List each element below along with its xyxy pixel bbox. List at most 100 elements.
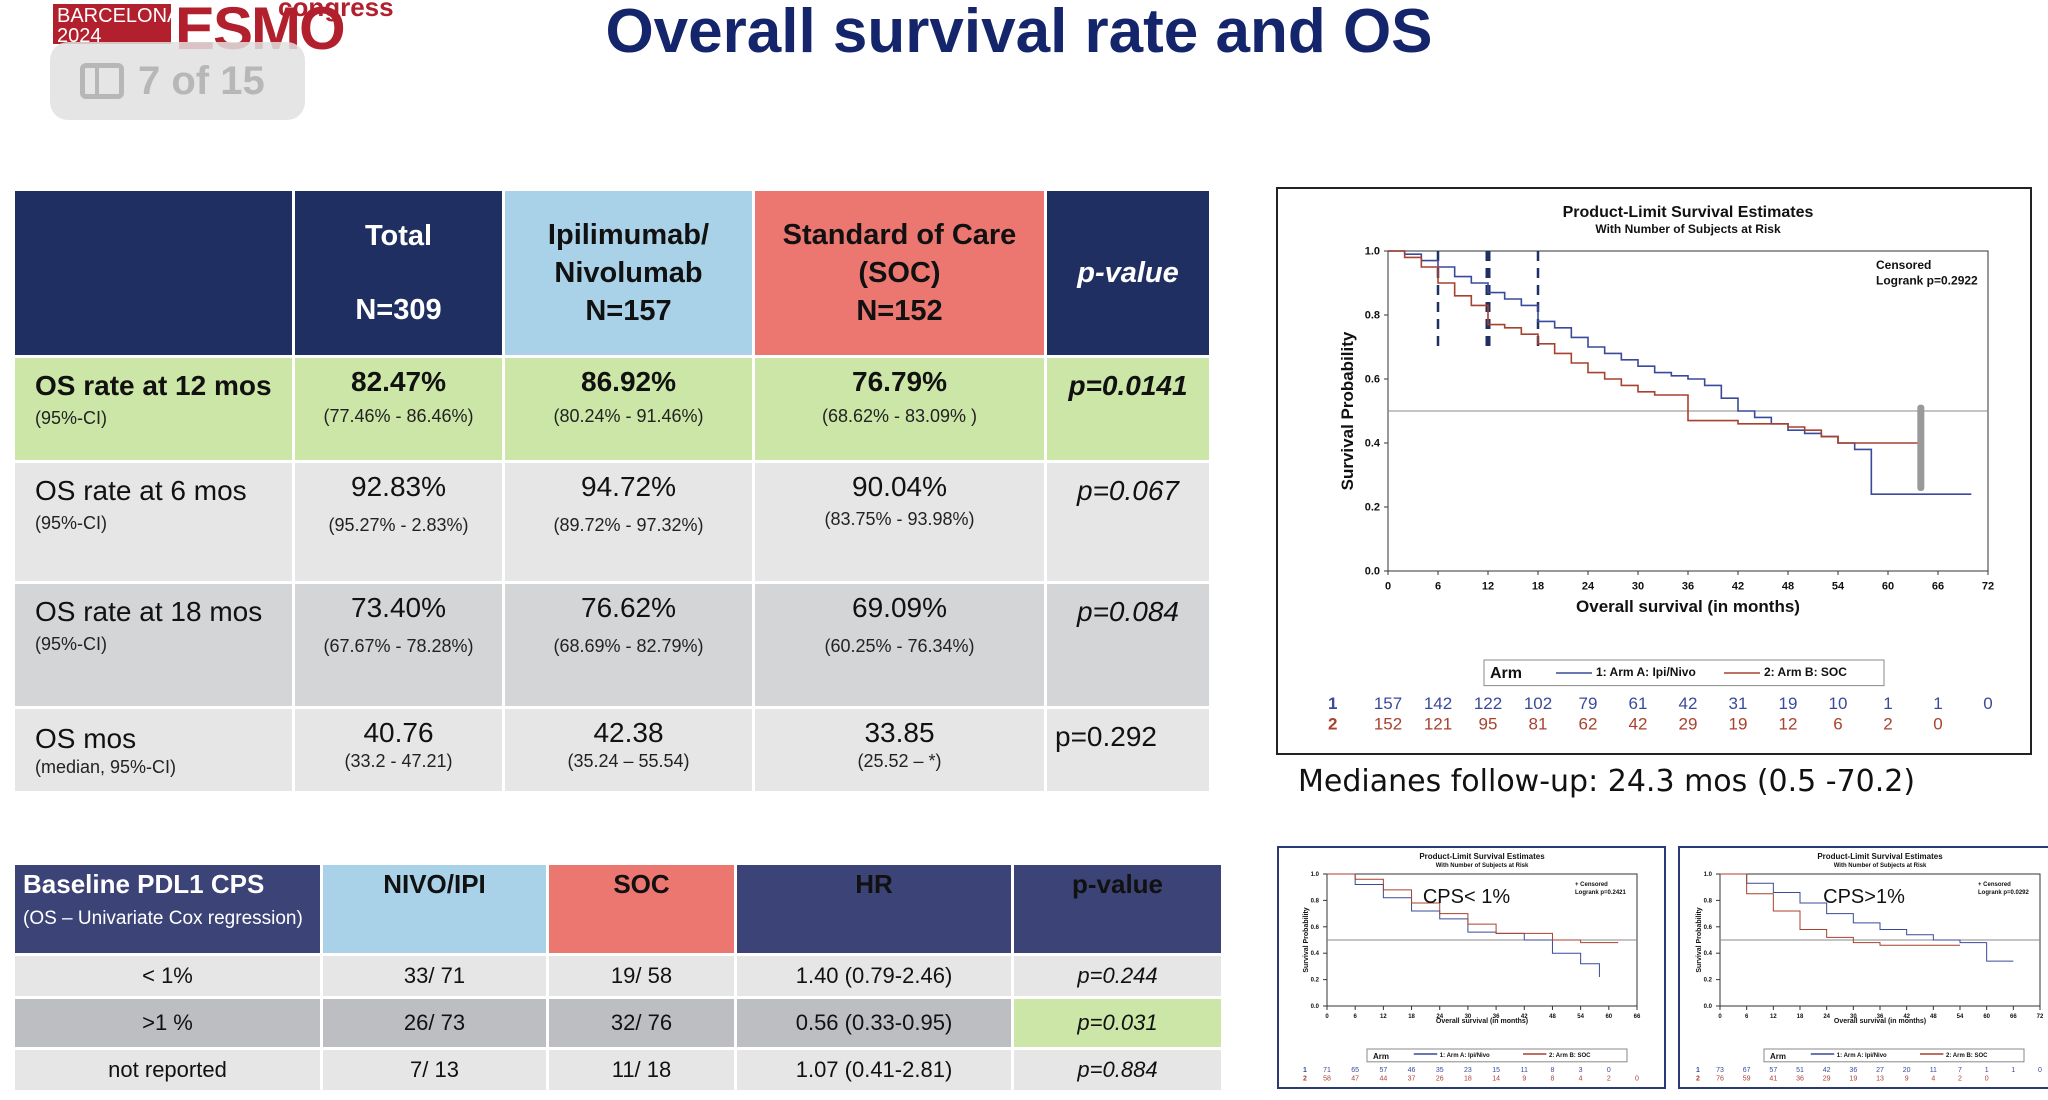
risk-count: 4: [1579, 1075, 1583, 1082]
cell-value: 69.09%: [852, 592, 947, 623]
legend-label: 1: Arm A: Ipi/Nivo: [1596, 665, 1696, 679]
risk-row-index: 1: [1303, 1067, 1307, 1074]
y-tick-label: 0.6: [1704, 925, 1713, 931]
table-header-row: Total N=309 Ipilimumab/ Nivolumab N=157 …: [15, 191, 1209, 355]
pdl1-header-row: Baseline PDL1 CPS (OS – Univariate Cox r…: [15, 865, 1221, 953]
x-tick-label: 24: [1823, 1014, 1830, 1020]
pdl1-header-title: Baseline PDL1 CPS: [23, 869, 265, 899]
cell-value: 33.85: [864, 717, 935, 748]
subgroup-label: CPS< 1%: [1423, 886, 1510, 908]
header-line: N=309: [355, 294, 442, 326]
header-line: N=157: [585, 295, 672, 327]
annot-logrank: Logrank p=0.2922: [1876, 274, 1978, 288]
pdl1-header-label: Baseline PDL1 CPS (OS – Univariate Cox r…: [15, 865, 320, 953]
legend-label: 2: Arm B: SOC: [1549, 1053, 1591, 1059]
risk-count: 102: [1524, 694, 1552, 713]
risk-row-index: 2: [1328, 714, 1337, 733]
km-chart-overall: Product-Limit Survival Estimates With Num…: [1276, 187, 2032, 755]
x-tick-label: 36: [1493, 1014, 1500, 1020]
pdl1-header-sub: (OS – Univariate Cox regression): [23, 908, 303, 929]
risk-count: 6: [1833, 714, 1842, 733]
cell-soc: 69.09% (60.25% - 76.34%): [755, 584, 1044, 706]
pdl1-hr: 1.40 (0.79-2.46): [737, 956, 1011, 996]
risk-count: 142: [1424, 694, 1452, 713]
risk-count: 19: [1729, 714, 1748, 733]
y-axis-label: Survival Probability: [1696, 907, 1703, 972]
x-tick-label: 42: [1903, 1014, 1910, 1020]
cell-total: 82.47% (77.46% - 86.46%): [295, 358, 502, 460]
risk-count: 47: [1351, 1075, 1359, 1082]
legend-title: Arm: [1490, 665, 1522, 682]
cell-ipi-nivo: 86.92% (80.24% - 91.46%): [505, 358, 752, 460]
legend-label: 1: Arm A: Ipi/Nivo: [1837, 1053, 1887, 1059]
annot-logrank: Logrank p=0.0292: [1978, 890, 2030, 896]
pdl1-nivo: 33/ 71: [323, 956, 546, 996]
row-label-sub: (median, 95%-CI): [35, 757, 177, 777]
row-label: OS rate at 12 mos (95%-CI): [15, 358, 292, 460]
cell-ci: (89.72% - 97.32%): [553, 515, 704, 535]
pdl1-category: >1 %: [15, 999, 320, 1047]
y-tick-label: 1.0: [1311, 872, 1320, 878]
risk-count: 2: [1883, 714, 1892, 733]
x-tick-label: 42: [1521, 1014, 1528, 1020]
risk-count: 29: [1679, 714, 1698, 733]
annot-censored: Censored: [1876, 258, 1931, 272]
cell-total: 92.83% (95.27% - 2.83%): [295, 463, 502, 581]
risk-count: 157: [1374, 694, 1402, 713]
cell-pvalue: p=0.067: [1047, 463, 1209, 581]
x-tick-label: 48: [1782, 580, 1794, 592]
risk-count: 13: [1876, 1075, 1884, 1082]
risk-count: 14: [1492, 1075, 1500, 1082]
pdl1-hr: 0.56 (0.33-0.95): [737, 999, 1011, 1047]
risk-count: 36: [1849, 1067, 1857, 1074]
x-tick-label: 66: [1634, 1014, 1641, 1020]
cell-soc: 33.85 (25.52 – *): [755, 709, 1044, 791]
y-tick-label: 0.2: [1365, 502, 1380, 514]
header-spacer: [295, 255, 502, 291]
risk-row-index: 1: [1328, 694, 1337, 713]
y-tick-label: 0.0: [1365, 566, 1380, 578]
risk-count: 4: [1931, 1075, 1935, 1082]
pdl1-header-pvalue: p-value: [1014, 865, 1221, 953]
y-tick-label: 0.4: [1311, 951, 1320, 957]
row-label-sub: (95%-CI): [35, 634, 108, 654]
risk-count: 41: [1769, 1075, 1777, 1082]
cell-pvalue-text: p=0.292: [1055, 721, 1157, 752]
cell-ci: (68.69% - 82.79%): [553, 636, 704, 656]
risk-count: 9: [1522, 1075, 1526, 1082]
survival-curve-arm-b: [1327, 873, 1619, 944]
risk-count: 61: [1629, 694, 1648, 713]
row-label-sub: (95%-CI): [35, 408, 108, 428]
x-tick-label: 18: [1797, 1014, 1804, 1020]
risk-count: 51: [1796, 1067, 1804, 1074]
cell-value: 86.92%: [581, 366, 676, 397]
annot-censored: + Censored: [1978, 882, 2011, 888]
cell-pvalue: p=0.0141: [1047, 358, 1209, 460]
risk-count: 27: [1876, 1067, 1884, 1074]
pdl1-header-text: SOC: [613, 869, 670, 899]
risk-count: 12: [1779, 714, 1798, 733]
risk-count: 8: [1551, 1075, 1555, 1082]
x-tick-label: 18: [1532, 580, 1544, 592]
risk-count: 37: [1408, 1075, 1416, 1082]
pdl1-pvalue: p=0.884: [1014, 1050, 1221, 1090]
km-chart-cps-ge1: Product-Limit Survival Estimates With Num…: [1678, 846, 2048, 1089]
chart-title: Product-Limit Survival Estimates: [1817, 852, 1943, 861]
cell-soc: 90.04% (83.75% - 93.98%): [755, 463, 1044, 581]
y-tick-label: 0.4: [1365, 438, 1381, 450]
pdl1-pvalue: p=0.031: [1014, 999, 1221, 1047]
risk-count: 9: [1905, 1075, 1909, 1082]
table-row: OS rate at 18 mos (95%-CI) 73.40% (67.67% …: [15, 584, 1209, 706]
risk-count: 1: [2011, 1067, 2015, 1074]
pdl1-header-text: p-value: [1071, 869, 1164, 899]
table-row: OS rate at 6 mos (95%-CI) 92.83% (95.27% -…: [15, 463, 1209, 581]
legend-title: Arm: [1373, 1052, 1389, 1061]
risk-count: 2: [1607, 1075, 1611, 1082]
annot-censored: + Censored: [1575, 882, 1608, 888]
slide-title: Overall survival rate and OS: [0, 0, 2048, 67]
pdl1-soc: 19/ 58: [549, 956, 734, 996]
page-indicator[interactable]: 7 of 15: [50, 42, 305, 120]
cell-ci: (83.75% - 93.98%): [824, 509, 975, 529]
cell-value: 76.62%: [581, 592, 676, 623]
km-chart-cps-lt1: Product-Limit Survival Estimates With Num…: [1277, 846, 1666, 1089]
